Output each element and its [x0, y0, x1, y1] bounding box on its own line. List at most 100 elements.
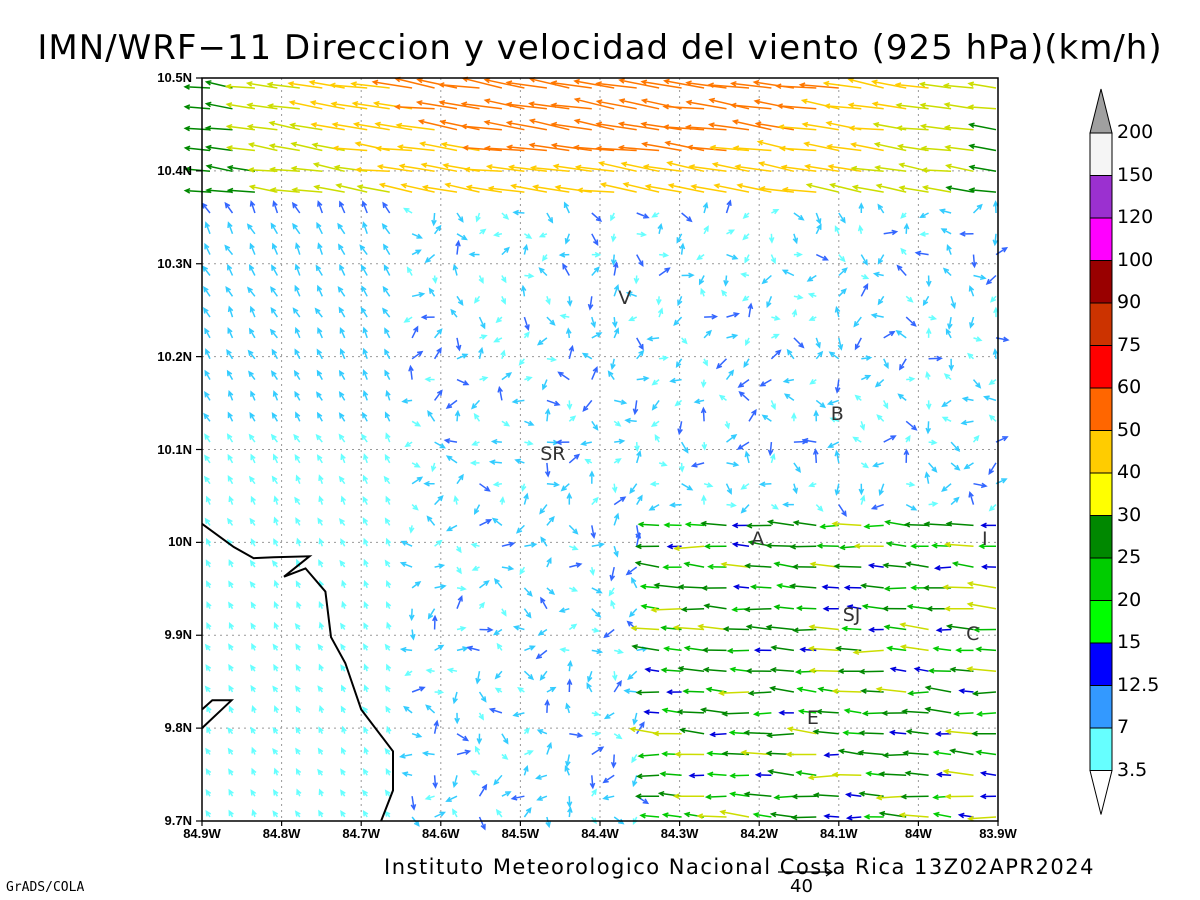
colorbar-swatch — [1089, 430, 1113, 474]
wind-arrow — [456, 473, 464, 485]
wind-arrow — [402, 207, 413, 214]
wind-arrow — [971, 730, 997, 737]
wind-arrow — [266, 81, 300, 89]
map-title: IMN/WRF−11 Direccion y velocidad del vie… — [37, 28, 1163, 68]
wind-arrow — [718, 394, 727, 402]
wind-arrow — [206, 537, 212, 547]
wind-arrow — [295, 767, 302, 776]
wind-arrow — [595, 121, 637, 131]
wind-arrow — [510, 183, 548, 193]
wind-arrow — [777, 124, 817, 131]
wind-arrow — [773, 794, 794, 801]
wind-arrow — [611, 483, 618, 494]
wind-arrow — [425, 704, 436, 714]
wind-arrow — [636, 212, 650, 219]
wind-arrow — [295, 663, 302, 672]
wind-arrow — [767, 442, 774, 457]
wind-arrow — [228, 643, 234, 651]
wind-arrow — [988, 462, 997, 476]
wind-arrow — [385, 537, 392, 547]
wind-arrow — [744, 563, 772, 569]
wind-arrow — [613, 496, 627, 506]
wind-arrow — [478, 275, 484, 285]
wind-arrow — [899, 358, 907, 371]
wind-arrow — [316, 391, 323, 401]
wind-arrow — [966, 601, 997, 610]
wind-arrow — [183, 104, 211, 110]
wind-arrow — [384, 559, 391, 568]
colorbar-tick-label: 75 — [1117, 333, 1142, 356]
wind-arrow — [354, 167, 390, 173]
wind-arrow — [680, 441, 689, 454]
wind-arrow — [610, 754, 617, 769]
wind-arrow — [494, 670, 503, 680]
wind-arrow — [316, 369, 323, 380]
wind-arrow — [815, 223, 822, 235]
wind-arrow — [595, 145, 637, 152]
wind-arrow — [248, 264, 256, 276]
wind-arrow — [858, 668, 884, 675]
wind-arrow — [308, 79, 345, 89]
wind-arrow — [902, 750, 929, 756]
wind-arrow — [808, 624, 839, 631]
wind-arrow — [740, 504, 750, 514]
wind-arrow — [662, 103, 705, 110]
wind-arrow — [205, 768, 212, 776]
wind-arrow — [904, 561, 929, 568]
wind-vectors — [183, 76, 1010, 831]
wind-arrow — [743, 729, 772, 736]
wind-arrow — [860, 374, 872, 381]
wind-arrow — [411, 732, 423, 738]
wind-arrow — [520, 483, 527, 492]
wind-arrow — [789, 583, 817, 589]
wind-arrow — [920, 145, 952, 152]
wind-arrow — [641, 141, 682, 152]
wind-arrow — [205, 664, 212, 672]
wind-arrow — [460, 123, 502, 131]
wind-arrow — [829, 182, 862, 193]
wind-arrow — [631, 576, 638, 589]
city-label: SR — [540, 443, 566, 466]
wind-arrow — [950, 441, 961, 452]
wind-arrow — [726, 648, 750, 654]
wind-arrow — [228, 621, 235, 630]
wind-arrow — [456, 566, 462, 575]
wind-arrow — [657, 222, 664, 234]
wind-arrow — [786, 726, 817, 735]
wind-arrow — [639, 583, 660, 590]
wind-arrow — [417, 119, 458, 131]
wind-arrow — [493, 774, 503, 786]
wind-arrow — [290, 141, 323, 152]
wind-arrow — [375, 145, 413, 152]
wind-arrow — [591, 233, 599, 246]
wind-arrow — [483, 98, 525, 110]
wind-arrow — [329, 82, 368, 89]
wind-arrow — [815, 350, 824, 360]
wind-arrow — [924, 471, 931, 484]
wind-arrow — [700, 287, 706, 297]
wind-arrow — [591, 266, 600, 276]
wind-arrow — [206, 726, 212, 735]
wind-arrow — [478, 346, 484, 359]
wind-arrow — [677, 665, 705, 672]
city-label: B — [830, 403, 844, 426]
wind-arrow — [613, 420, 622, 427]
wind-arrow — [501, 608, 507, 617]
wind-arrow — [558, 251, 570, 258]
wind-arrow — [296, 558, 302, 568]
wind-arrow — [883, 585, 907, 592]
wind-arrow — [587, 296, 594, 311]
wind-arrow — [400, 540, 413, 547]
wind-arrow — [846, 604, 862, 610]
wind-arrow — [944, 728, 974, 735]
wind-arrow — [985, 274, 997, 285]
wind-arrow — [925, 275, 932, 288]
wind-arrow — [870, 312, 884, 319]
wind-arrow — [617, 121, 660, 131]
wind-arrow — [495, 316, 503, 324]
wind-arrow — [613, 327, 620, 339]
wind-arrow — [590, 316, 597, 329]
wind-arrow — [853, 316, 862, 328]
wind-arrow — [512, 711, 525, 718]
wind-arrow — [881, 605, 907, 612]
